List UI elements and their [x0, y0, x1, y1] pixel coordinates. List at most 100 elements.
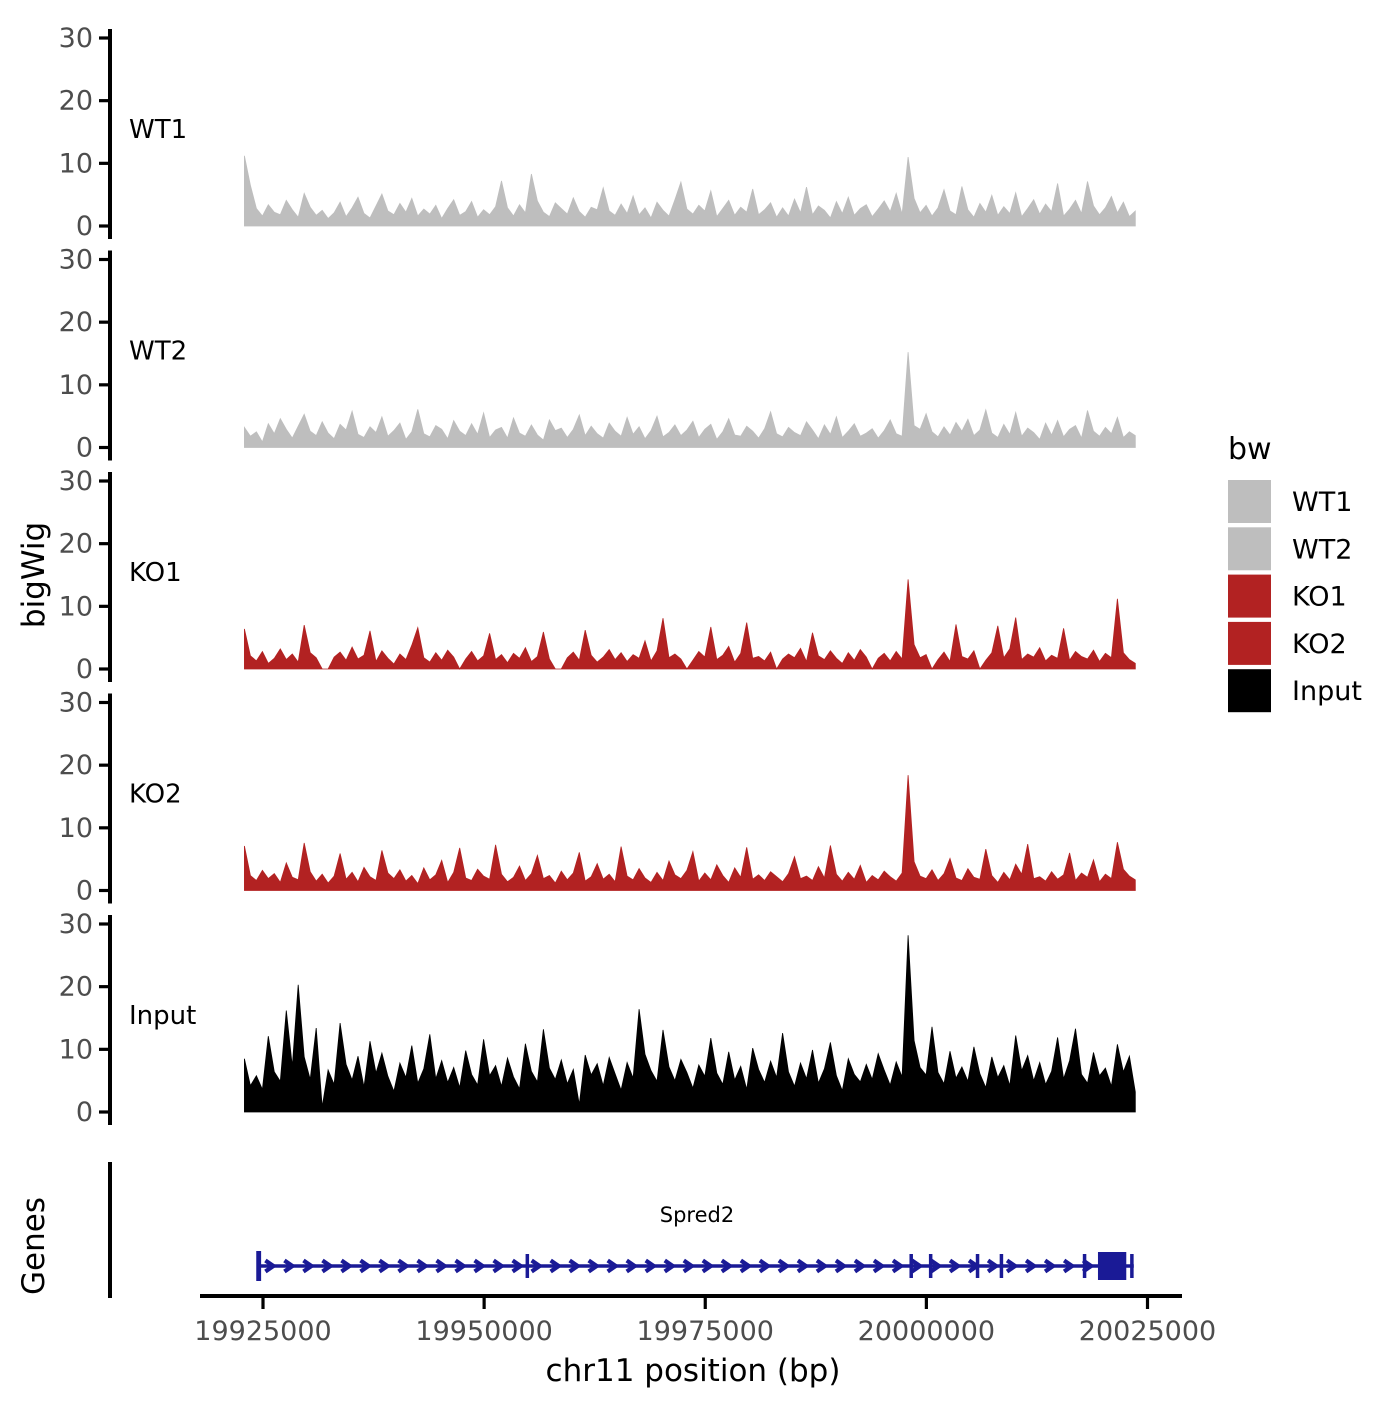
y-axis-title: bigWig: [16, 522, 52, 628]
strand-arrow-icon: [872, 1258, 886, 1274]
y-tick-label: 20: [59, 86, 93, 117]
y-tick-label: 10: [59, 813, 93, 844]
strand-arrow-icon: [435, 1258, 449, 1274]
legend-swatch-WT1: [1228, 480, 1271, 523]
y-tick-label: 0: [76, 433, 93, 464]
track-Input: 0 10 20 30 Input: [59, 909, 1136, 1128]
strand-arrow-icon: [473, 1258, 487, 1274]
WT2-coverage-area: [243, 352, 1136, 448]
gene-exon: [909, 1254, 913, 1278]
strand-arrow-icon: [777, 1258, 791, 1274]
x-axis: 19925000 19950000 19975000 20000000 20025000: [194, 1294, 1216, 1347]
strand-arrow-icon: [359, 1258, 373, 1274]
track-label-WT1: WT1: [129, 115, 187, 145]
KO2-coverage-area: [243, 775, 1136, 891]
strand-arrow-icon: [701, 1258, 715, 1274]
strand-arrow-icon: [1005, 1258, 1019, 1274]
y-tick-label: 30: [59, 245, 93, 276]
strand-arrow-icon: [891, 1258, 905, 1274]
track-KO1: 0 10 20 30 KO1: [59, 466, 1136, 685]
x-tick-label: 19925000: [194, 1316, 331, 1347]
gene-exon: [256, 1251, 262, 1281]
track-KO2: 0 10 20 30 KO2: [59, 688, 1136, 907]
y-tick-label: 10: [59, 591, 93, 622]
strand-arrow-icon: [568, 1258, 582, 1274]
y-tick-label: 0: [76, 211, 93, 242]
strand-arrow-icon: [948, 1258, 962, 1274]
strand-arrow-icon: [416, 1258, 430, 1274]
y-tick-label: 30: [59, 688, 93, 719]
strand-arrow-icon: [530, 1258, 544, 1274]
track-label-WT2: WT2: [129, 337, 187, 367]
legend-label-KO2: KO2: [1292, 629, 1347, 660]
gene-exon: [928, 1254, 933, 1278]
track-label-Input: Input: [129, 1001, 196, 1031]
strand-arrow-icon: [492, 1258, 506, 1274]
legend-swatch-KO1: [1228, 574, 1271, 618]
y-tick-label: 20: [59, 307, 93, 338]
legend-label-Input: Input: [1292, 676, 1362, 707]
strand-arrow-icon: [283, 1258, 297, 1274]
legend-swatch-WT2: [1228, 527, 1271, 571]
strand-arrow-icon: [739, 1258, 753, 1274]
x-tick-label: 20000000: [858, 1316, 995, 1347]
strand-arrow-icon: [1062, 1258, 1076, 1274]
legend-label-WT1: WT1: [1292, 487, 1352, 518]
y-tick-label: 0: [76, 654, 93, 685]
strand-arrow-icon: [454, 1258, 468, 1274]
x-axis-title: chr11 position (bp): [546, 1353, 841, 1389]
gene-name-label: Spred2: [660, 1203, 734, 1227]
strand-arrow-icon: [587, 1258, 601, 1274]
strand-arrow-icon: [929, 1258, 943, 1274]
strand-arrow-icon: [853, 1258, 867, 1274]
KO1-coverage-area: [243, 579, 1136, 670]
track-WT2: 0 10 20 30 WT2: [59, 245, 1136, 464]
legend-title: bw: [1228, 432, 1272, 467]
y-tick-label: 30: [59, 466, 93, 497]
strand-arrow-icon: [682, 1258, 696, 1274]
strand-arrow-icon: [644, 1258, 658, 1274]
strand-arrow-icon: [815, 1258, 829, 1274]
bigwig-tracks: 0 10 20 30 WT1 0 10 20 30 WT2 0 10 20 30 KO1 0 10 20 30 KO2…: [59, 23, 1136, 1128]
WT1-coverage-area: [243, 155, 1136, 227]
track-WT1: 0 10 20 30 WT1: [59, 23, 1136, 242]
gene-exon: [1130, 1254, 1134, 1278]
track-label-KO1: KO1: [129, 558, 182, 588]
strand-arrow-icon: [511, 1258, 525, 1274]
strand-arrow-icon: [1024, 1258, 1038, 1274]
gene-exon: [525, 1254, 530, 1278]
strand-arrow-icon: [796, 1258, 810, 1274]
genes-panel: [108, 1162, 1134, 1298]
strand-arrow-icon: [397, 1258, 411, 1274]
x-tick-label: 19950000: [415, 1316, 552, 1347]
strand-arrow-icon: [663, 1258, 677, 1274]
y-tick-label: 0: [76, 1097, 93, 1128]
strand-arrow-icon: [910, 1258, 924, 1274]
Input-coverage-area: [243, 935, 1136, 1113]
y-tick-label: 30: [59, 23, 93, 54]
legend-swatch-KO2: [1228, 621, 1271, 665]
y-tick-label: 20: [59, 529, 93, 560]
y-tick-label: 10: [59, 148, 93, 179]
strand-arrow-icon: [378, 1258, 392, 1274]
track-label-KO2: KO2: [129, 780, 182, 810]
y-tick-label: 10: [59, 1034, 93, 1065]
strand-arrow-icon: [986, 1258, 1000, 1274]
strand-arrow-icon: [1043, 1258, 1057, 1274]
strand-arrow-icon: [625, 1258, 639, 1274]
y-tick-label: 30: [59, 909, 93, 940]
gene-exon: [1082, 1254, 1087, 1278]
strand-arrow-icon: [302, 1258, 316, 1274]
strand-arrow-icon: [606, 1258, 620, 1274]
strand-arrow-icon: [264, 1258, 278, 1274]
strand-arrow-icon: [549, 1258, 563, 1274]
x-tick-label: 20025000: [1079, 1316, 1216, 1347]
y-tick-label: 20: [59, 972, 93, 1003]
strand-arrow-icon: [340, 1258, 354, 1274]
legend-label-KO1: KO1: [1292, 582, 1347, 613]
legend-label-WT2: WT2: [1292, 534, 1352, 565]
gene-cds-box: [1097, 1252, 1127, 1280]
legend-swatch-Input: [1228, 669, 1271, 713]
y-tick-label: 0: [76, 876, 93, 907]
